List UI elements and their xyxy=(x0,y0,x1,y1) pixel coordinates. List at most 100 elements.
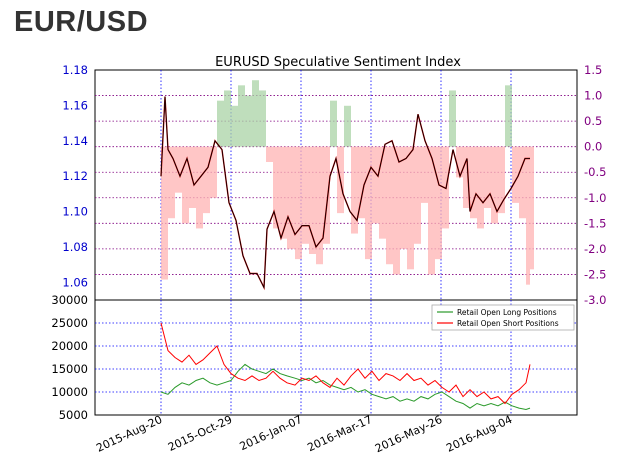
ssi-bar-negative xyxy=(372,146,379,224)
ssi-bar-negative xyxy=(203,146,210,214)
ssi-bar-negative xyxy=(316,146,323,265)
ssi-bar-negative xyxy=(379,146,386,239)
positions-lines xyxy=(160,322,531,411)
positions-axis: 5000 10000 15000 20000 25000 30000 xyxy=(51,293,88,422)
positions-tick-label: 5000 xyxy=(59,408,88,422)
legend-box xyxy=(431,304,575,331)
ssi-bar-positive xyxy=(238,85,245,147)
ssi-bar-positive xyxy=(231,105,238,147)
positions-plot-frame xyxy=(94,299,578,416)
ssi-bar-negative xyxy=(295,146,302,260)
ssi-bar-negative xyxy=(323,146,330,244)
sentiment-chart: EURUSD Speculative Sentiment Index 1.061… xyxy=(62,55,606,307)
x-tick-label: 2016-Jan-07 xyxy=(238,413,305,453)
page-title: EUR/USD xyxy=(14,6,149,38)
positions-tick-label: 20000 xyxy=(51,339,88,353)
ssi-bar-negative xyxy=(477,146,484,229)
x-tick-label: 2016-Mar-17 xyxy=(305,413,374,454)
chart-title: EURUSD Speculative Sentiment Index xyxy=(215,55,461,70)
ssi-bar-negative xyxy=(498,146,505,214)
ssi-bar-negative xyxy=(491,146,498,224)
ssi-bar-positive xyxy=(259,90,266,147)
positions-tick-label: 25000 xyxy=(51,316,88,330)
ssi-bar-negative xyxy=(358,146,365,219)
positions-tick-label: 30000 xyxy=(51,293,88,307)
ssi-bar-negative xyxy=(456,146,463,178)
legend-long-label: Retail Open Long Positions xyxy=(457,308,557,317)
ssi-tick-label: -1.5 xyxy=(584,216,606,230)
ssi-tick-label: -3.0 xyxy=(584,293,606,307)
x-tick-label: 2016-Aug-04 xyxy=(444,413,514,455)
ssi-bar-negative xyxy=(280,146,287,239)
ssi-bar-negative xyxy=(526,146,530,285)
short-positions-line xyxy=(160,322,531,405)
ssi-bar-positive xyxy=(330,100,337,147)
positions-tick-label: 10000 xyxy=(51,385,88,399)
ssi-tick-label: -1.0 xyxy=(584,191,606,205)
ssi-bar-negative xyxy=(512,146,519,203)
ssi-bar-negative xyxy=(463,146,470,208)
ssi-bar-negative xyxy=(161,146,168,280)
date-axis: 2015-Aug-20 2015-Oct-29 2016-Jan-07 2016-Ma… xyxy=(94,413,514,455)
ssi-bar-negative xyxy=(182,146,189,224)
x-tick-label: 2015-Aug-20 xyxy=(94,413,164,455)
ssi-bar-negative xyxy=(302,146,309,244)
ssi-bar-negative xyxy=(393,146,400,275)
ssi-bars xyxy=(161,80,534,285)
ssi-tick-label: 1.0 xyxy=(584,89,602,103)
ssi-bar-positive xyxy=(505,85,512,147)
x-tick-label: 2015-Oct-29 xyxy=(166,413,234,454)
ssi-bar-negative xyxy=(210,146,217,198)
ssi-tick-label: 0.0 xyxy=(584,140,602,154)
ssi-bar-negative xyxy=(351,146,358,234)
ssi-bar-negative xyxy=(365,146,372,260)
ssi-bar-negative xyxy=(530,146,534,270)
ssi-bar-positive xyxy=(245,95,252,147)
ssi-bar-negative xyxy=(407,146,414,270)
ssi-bar-negative xyxy=(470,146,477,219)
long-positions-line xyxy=(160,363,531,411)
ssi-bar-negative xyxy=(386,146,393,265)
ssi-tick-label: 1.5 xyxy=(584,63,602,77)
x-tick-label: 2016-May-26 xyxy=(373,413,444,455)
ssi-bar-negative xyxy=(484,146,491,208)
price-tick-label: 1.06 xyxy=(62,275,88,289)
ssi-bar-negative xyxy=(175,146,182,193)
price-line xyxy=(160,96,530,291)
ssi-bar-negative xyxy=(400,146,407,249)
ssi-tick-label: 0.5 xyxy=(584,114,602,128)
ssi-tick-label: -0.5 xyxy=(584,165,606,179)
legend: Retail Open Long Positions Retail Open S… xyxy=(431,304,575,331)
price-axis: 1.06 1.08 1.10 1.12 1.14 1.16 1.18 xyxy=(62,63,88,289)
ssi-bar-negative xyxy=(266,146,273,162)
price-tick-label: 1.10 xyxy=(62,205,88,219)
ssi-bar-negative xyxy=(309,146,316,254)
legend-short-label: Retail Open Short Positions xyxy=(457,319,559,328)
ssi-bar-positive xyxy=(224,90,231,147)
ssi-bar-negative xyxy=(519,146,526,219)
ssi-bar-negative xyxy=(435,146,442,260)
ssi-bar-negative xyxy=(428,146,435,275)
ssi-bar-negative xyxy=(414,146,421,244)
ssi-bar-positive xyxy=(449,90,456,147)
ssi-bar-negative xyxy=(273,146,280,229)
price-tick-label: 1.18 xyxy=(62,63,88,77)
ssi-bar-negative xyxy=(168,146,175,219)
positions-chart: 5000 10000 15000 20000 25000 30000 Retail Ope… xyxy=(51,293,578,422)
ssi-bar-negative xyxy=(196,146,203,229)
price-tick-label: 1.12 xyxy=(62,169,88,183)
ssi-bar-positive xyxy=(252,80,259,147)
ssi-tick-label: -2.5 xyxy=(584,267,606,281)
ssi-bar-positive xyxy=(344,105,351,147)
ssi-bar-negative xyxy=(421,146,428,203)
price-line-black xyxy=(160,96,530,290)
positions-tick-label: 15000 xyxy=(51,362,88,376)
ssi-axis: -3.0 -2.5 -2.0 -1.5 -1.0 -0.5 0.0 0.5 1.0 1.5 xyxy=(584,63,606,307)
ssi-bar-positive xyxy=(217,100,224,147)
ssi-bar-negative xyxy=(287,146,295,249)
ssi-tick-label: -2.0 xyxy=(584,242,606,256)
price-tick-label: 1.14 xyxy=(62,134,88,148)
price-tick-label: 1.16 xyxy=(62,98,88,112)
price-tick-label: 1.08 xyxy=(62,240,88,254)
